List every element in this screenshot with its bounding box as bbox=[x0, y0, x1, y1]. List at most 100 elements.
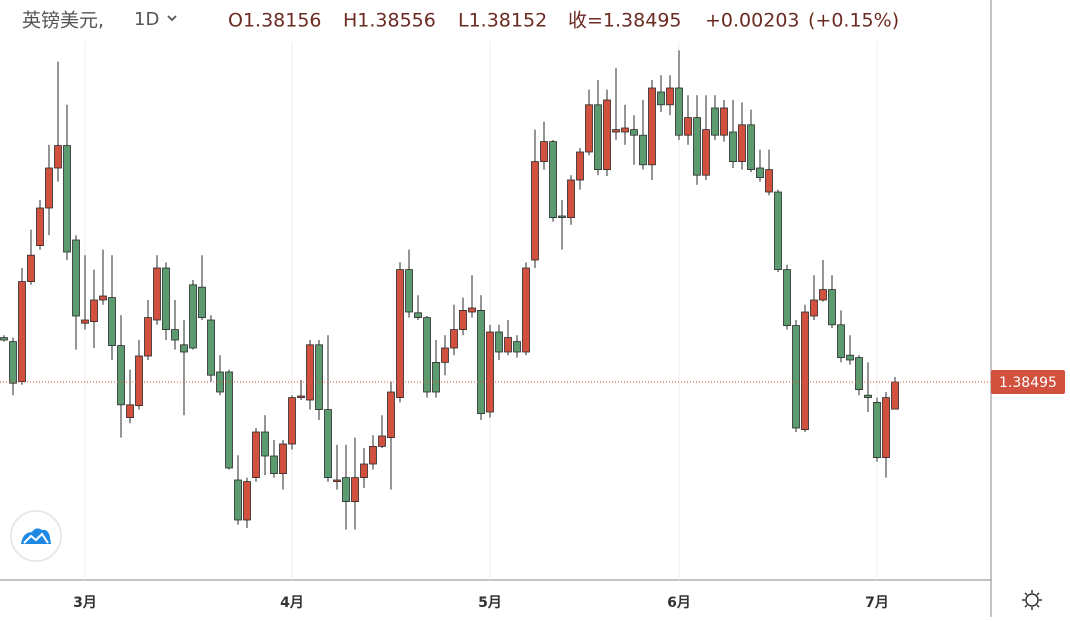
candle-body bbox=[702, 129, 710, 176]
candle-body bbox=[711, 107, 719, 136]
gear-teeth[interactable] bbox=[1022, 590, 1042, 610]
logo-mark[interactable] bbox=[23, 532, 49, 544]
candle-body bbox=[594, 104, 602, 171]
candle-body bbox=[846, 354, 854, 361]
candle-body bbox=[234, 479, 242, 521]
candle-body bbox=[657, 91, 665, 106]
candle-body bbox=[792, 325, 800, 429]
candle-body bbox=[495, 331, 503, 353]
candle-body bbox=[756, 167, 764, 178]
candle-body bbox=[414, 312, 422, 318]
ohlc-legend: O1.38156 H1.38556 L1.38152 收=1.38495 +0.0020… bbox=[228, 10, 899, 32]
candle-body bbox=[72, 239, 80, 317]
candle-body bbox=[423, 317, 431, 393]
logo-cloud[interactable] bbox=[21, 528, 51, 544]
candle-body bbox=[0, 337, 8, 341]
candle-body bbox=[387, 391, 395, 438]
candle-body bbox=[828, 289, 836, 326]
candle-body bbox=[63, 145, 71, 253]
candle-body bbox=[684, 117, 692, 136]
candle-body bbox=[504, 337, 512, 353]
candle-body bbox=[819, 289, 827, 301]
candle-body bbox=[882, 397, 890, 459]
candle-body bbox=[612, 129, 620, 133]
candle-body bbox=[270, 455, 278, 475]
candle-body bbox=[315, 344, 323, 410]
candle-body bbox=[135, 355, 143, 406]
last-price-label: 1.38495 bbox=[999, 375, 1057, 391]
candle-body bbox=[765, 169, 773, 193]
candle-body bbox=[513, 341, 521, 353]
symbol: 英镑美元, bbox=[22, 10, 104, 32]
legend-item: +0.00203 bbox=[705, 10, 800, 32]
candle-body bbox=[837, 324, 845, 358]
candle-body bbox=[117, 345, 125, 406]
candle-body bbox=[108, 297, 116, 347]
candle-body bbox=[666, 87, 674, 106]
candle-body bbox=[459, 309, 467, 330]
interval-chevron[interactable] bbox=[167, 15, 177, 22]
candle-body bbox=[153, 267, 161, 321]
candle-body bbox=[261, 431, 269, 457]
candle-body bbox=[45, 167, 53, 209]
candle-body bbox=[351, 477, 359, 503]
candle-body bbox=[378, 435, 386, 447]
candle-body bbox=[54, 145, 62, 169]
candle-body bbox=[225, 371, 233, 469]
candle-body bbox=[198, 286, 206, 319]
candle-body bbox=[855, 357, 863, 391]
legend-item: O1.38156 bbox=[228, 10, 322, 32]
candle-body bbox=[891, 381, 899, 410]
candle-body bbox=[9, 341, 17, 384]
candle-body bbox=[801, 311, 809, 430]
candle-body bbox=[18, 281, 26, 383]
candle-body bbox=[252, 431, 260, 478]
candle-body bbox=[783, 269, 791, 327]
candle-body bbox=[360, 463, 368, 479]
candle-body bbox=[540, 141, 548, 163]
candle-body bbox=[864, 394, 872, 399]
plot-area bbox=[0, 0, 991, 580]
candle-body bbox=[630, 129, 638, 136]
x-tick-label: 5月 bbox=[478, 595, 502, 611]
settings-icon[interactable] bbox=[1022, 590, 1042, 610]
legend-item: L1.38152 bbox=[458, 10, 547, 32]
candle-body bbox=[747, 124, 755, 171]
candle-body bbox=[441, 347, 449, 363]
candle-body bbox=[486, 331, 494, 413]
candle-body bbox=[288, 397, 296, 445]
candle-body bbox=[81, 319, 89, 324]
candle-body bbox=[729, 131, 737, 163]
candle-body bbox=[189, 284, 197, 349]
candle-body bbox=[738, 124, 746, 163]
candle-body bbox=[342, 477, 350, 503]
candle-body bbox=[90, 299, 98, 323]
candle-body bbox=[639, 134, 647, 166]
candle-body bbox=[549, 141, 557, 219]
x-tick-label: 6月 bbox=[667, 595, 691, 611]
candle-body bbox=[162, 267, 170, 330]
candle-body bbox=[27, 254, 35, 282]
header-backdrop bbox=[0, 0, 930, 42]
x-tick-label: 7月 bbox=[865, 595, 889, 611]
candle-body bbox=[369, 445, 377, 465]
legend-item: 收=1.38495 bbox=[568, 10, 682, 32]
candle-body bbox=[522, 267, 530, 353]
candle-body bbox=[558, 215, 566, 218]
candle-body bbox=[774, 191, 782, 270]
gear-ring[interactable] bbox=[1025, 593, 1039, 607]
x-tick-label: 3月 bbox=[73, 595, 97, 611]
candle-body bbox=[297, 395, 305, 398]
candle-body bbox=[180, 344, 188, 353]
logo[interactable] bbox=[10, 510, 62, 562]
candle-body bbox=[324, 409, 332, 479]
candle-body bbox=[171, 329, 179, 341]
last-price-box bbox=[991, 370, 1065, 394]
candle-body bbox=[720, 107, 728, 136]
candle-body bbox=[693, 117, 701, 176]
candle-body bbox=[243, 481, 251, 521]
candle-body bbox=[333, 479, 341, 482]
interval[interactable]: 1D bbox=[134, 9, 159, 30]
candle-body bbox=[468, 307, 476, 313]
